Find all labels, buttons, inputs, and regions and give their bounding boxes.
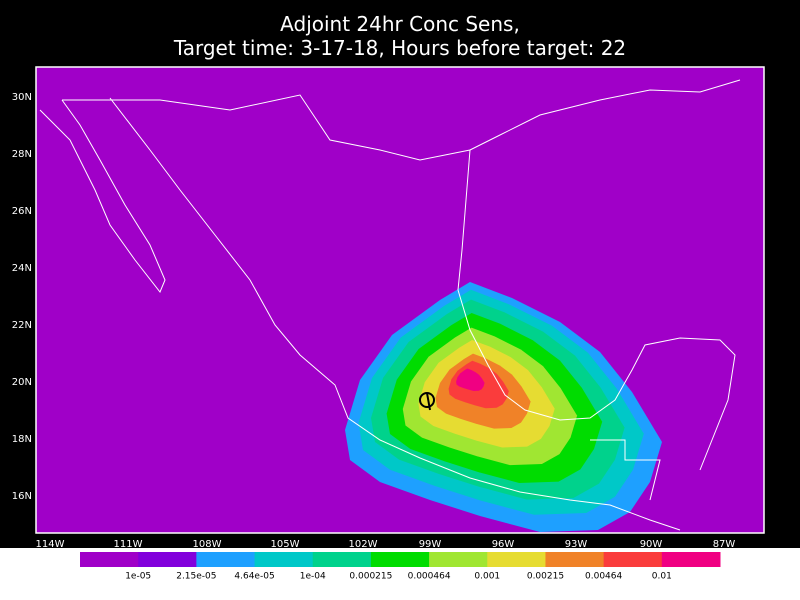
colorbar-label: 0.01 — [652, 572, 672, 582]
colorbar-swatch — [603, 552, 663, 567]
colorbar-label: 0.001 — [474, 572, 500, 582]
colorbar-label: 0.000215 — [349, 572, 392, 582]
contour-level — [456, 368, 485, 391]
us-gulf — [469, 79, 741, 151]
map-frame — [35, 66, 765, 534]
colorbar-label: 1e-05 — [125, 572, 151, 582]
colorbar-swatch — [545, 552, 605, 567]
colorbar-swatch — [429, 552, 488, 567]
colorbar-swatch — [80, 552, 139, 567]
pacific-coast — [109, 97, 681, 531]
colorbar-swatch — [370, 552, 430, 567]
latitude-labels: 30N 28N 26N 24N 22N 20N 18N 16N — [12, 92, 32, 502]
colorbar: 1e-05 2.15e-05 4.64e-05 1e-04 0.000215 0.0004… — [80, 552, 721, 582]
lon-label: 114W — [36, 539, 65, 550]
lat-label: 16N — [12, 491, 32, 502]
colorbar-label: 2.15e-05 — [176, 572, 216, 582]
longitude-labels: 114W 111W 108W 105W 102W 99W 96W 93W 90W 87W — [36, 539, 736, 550]
colorbar-swatch — [196, 552, 256, 567]
lat-label: 22N — [12, 320, 32, 331]
lat-label: 30N — [12, 92, 32, 103]
lon-label: 105W — [271, 539, 300, 550]
lon-label: 111W — [114, 539, 143, 550]
colorbar-swatch — [138, 552, 197, 567]
lon-label: 108W — [193, 539, 222, 550]
colorbar-label: 1e-04 — [300, 572, 326, 582]
lon-label: 102W — [349, 539, 378, 550]
lon-label: 96W — [492, 539, 515, 550]
us-border — [62, 94, 471, 161]
colorbar-label: 0.000464 — [408, 572, 451, 582]
lon-label: 93W — [565, 539, 588, 550]
colorbar-label: 4.64e-05 — [234, 572, 274, 582]
colorbar-swatch — [661, 552, 721, 567]
colorbar-label: 0.00215 — [527, 572, 564, 582]
gulf-coast — [457, 149, 736, 471]
guatemala-border — [590, 439, 661, 501]
title-line-1: Adjoint 24hr Conc Sens, — [280, 12, 520, 36]
lon-label: 90W — [640, 539, 663, 550]
contours — [345, 282, 662, 532]
lat-label: 26N — [12, 206, 32, 217]
lon-label: 87W — [713, 539, 736, 550]
lat-label: 24N — [12, 263, 32, 274]
lat-label: 18N — [12, 434, 32, 445]
title-line-2: Target time: 3-17-18, Hours before targe… — [173, 36, 626, 60]
colorbar-swatch — [312, 552, 372, 567]
target-marker — [419, 392, 435, 411]
coastlines — [39, 79, 741, 531]
lon-label: 99W — [419, 539, 442, 550]
lat-label: 28N — [12, 149, 32, 160]
baja-coast — [39, 99, 166, 293]
lat-label: 20N — [12, 377, 32, 388]
colorbar-swatch — [254, 552, 314, 567]
colorbar-swatch — [487, 552, 546, 567]
colorbar-label: 0.00464 — [585, 572, 622, 582]
